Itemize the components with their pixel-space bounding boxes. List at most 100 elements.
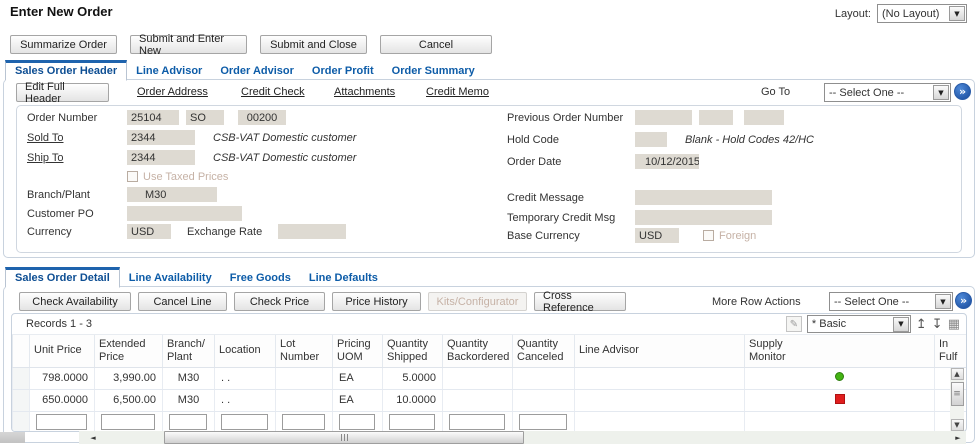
exchange-rate-field [278,224,347,239]
col-location[interactable]: Location [214,335,276,368]
sales-order-header-panel: Edit Full Header Order Address Credit Ch… [3,79,975,258]
row-select-cell[interactable] [12,411,30,431]
more-row-actions-go-icon[interactable]: » [955,292,972,309]
import-icon[interactable]: ↧ [931,316,943,332]
col-extended-price[interactable]: Extended Price [94,335,163,368]
quantity-canceled-input[interactable] [519,414,567,430]
chevron-down-icon[interactable]: ▼ [949,6,965,21]
tab-order-advisor[interactable]: Order Advisor [220,65,294,77]
entry-cell [744,411,935,431]
unit-price-input[interactable] [36,414,87,430]
row-select-header[interactable] [12,335,30,368]
grid-toolbar: Records 1 - 3 ✎ * Basic ▼ ↥ ↧ ▦ [12,314,966,335]
tab-free-goods[interactable]: Free Goods [229,272,291,284]
sold-to-label[interactable]: Sold To [27,131,64,144]
grid-format-icon[interactable]: ▦ [947,316,960,332]
scroll-down-icon[interactable]: ▼ [950,419,964,431]
scroll-left-icon[interactable]: ◄ [90,433,96,442]
submit-and-close-button[interactable]: Submit and Close [260,35,367,54]
tab-sales-order-detail[interactable]: Sales Order Detail [5,267,120,288]
credit-check-link[interactable]: Credit Check [241,86,305,98]
order-number-field: 25104 [127,110,179,125]
order-type-field: SO [186,110,224,125]
horizontal-scroll-thumb[interactable] [164,431,524,444]
col-unit-price[interactable]: Unit Price [29,335,95,368]
goto-select[interactable]: -- Select One -- ▼ [824,83,951,102]
branch-plant-label: Branch/Plant [27,188,90,201]
scroll-up-icon[interactable]: ▲ [950,368,964,380]
quantity-backordered-input[interactable] [449,414,505,430]
export-icon[interactable]: ↥ [915,316,927,332]
chevron-down-icon[interactable]: ▼ [933,85,949,100]
cell-quantity-backordered [442,389,513,412]
col-branch-plant[interactable]: Branch/ Plant [162,335,215,368]
extended-price-input[interactable] [101,414,155,430]
grid-entry-row [12,411,966,431]
more-row-actions-select[interactable]: -- Select One -- ▼ [829,292,953,311]
order-date-label: Order Date [507,155,562,168]
credit-message-label: Credit Message [507,191,585,204]
col-quantity-canceled[interactable]: Quantity Canceled [512,335,575,368]
grid-view-select[interactable]: * Basic ▼ [806,315,911,333]
cancel-button[interactable]: Cancel [380,35,492,54]
order-number-label: Order Number [27,111,98,124]
lot-number-input[interactable] [282,414,325,430]
check-availability-button[interactable]: Check Availability [19,292,131,311]
tab-line-advisor[interactable]: Line Advisor [136,65,203,77]
tab-line-defaults[interactable]: Line Defaults [308,272,378,284]
col-line-advisor[interactable]: Line Advisor [574,335,745,368]
entry-cell [574,411,745,431]
hold-code-description: Blank - Hold Codes 42/HC [685,133,815,146]
col-lot-number[interactable]: Lot Number [275,335,333,368]
pricing-uom-input[interactable] [339,414,375,430]
cell-pricing-uom: EA [332,367,383,390]
base-currency-row: Base Currency USD Foreign [507,227,756,244]
header-tab-strip: Sales Order Header Line Advisor Order Ad… [5,60,484,81]
grid-header-row: Unit Price Extended Price Branch/ Plant … [12,335,966,368]
tab-sales-order-header[interactable]: Sales Order Header [5,60,128,81]
attachments-link[interactable]: Attachments [334,86,396,98]
col-pricing-uom[interactable]: Pricing UOM [332,335,383,368]
page-title: Enter New Order [10,4,113,19]
order-address-link[interactable]: Order Address [137,86,208,98]
entry-cell [512,411,575,431]
layout-control: Layout: (No Layout) ▼ [835,4,967,23]
tab-line-availability[interactable]: Line Availability [128,272,212,284]
row-select-cell[interactable] [12,389,30,412]
summarize-order-button[interactable]: Summarize Order [10,35,117,54]
previous-order-type-field [699,110,733,125]
col-in-fulfillment[interactable]: In Fulf [934,335,966,368]
ship-to-row: Ship To 2344 CSB-VAT Domestic customer [27,149,356,166]
price-history-button[interactable]: Price History [332,292,421,311]
credit-memo-link[interactable]: Credit Memo [426,86,489,98]
goto-go-icon[interactable]: » [954,83,971,100]
quantity-shipped-input[interactable] [389,414,435,430]
vertical-scroll-thumb[interactable]: ≡ [950,382,964,406]
col-supply-monitor[interactable]: Supply Monitor [744,335,935,368]
tab-order-summary[interactable]: Order Summary [391,65,475,77]
ship-to-label[interactable]: Ship To [27,151,64,164]
layout-select[interactable]: (No Layout) ▼ [877,4,967,23]
supply-status-green-icon [835,372,844,381]
row-select-cell[interactable] [12,367,30,390]
entry-cell [214,411,276,431]
location-input[interactable] [221,414,268,430]
order-toolbar: Summarize Order Submit and Enter New Sub… [10,33,492,57]
chevron-down-icon[interactable]: ▼ [892,316,909,332]
branch-plant-input[interactable] [169,414,207,430]
col-quantity-shipped[interactable]: Quantity Shipped [382,335,443,368]
submit-and-enter-new-button[interactable]: Submit and Enter New [130,33,247,57]
col-quantity-backordered[interactable]: Quantity Backordered [442,335,513,368]
tab-order-profit[interactable]: Order Profit [311,65,374,77]
cancel-line-button[interactable]: Cancel Line [138,292,227,311]
credit-message-field [635,190,772,205]
cross-reference-button[interactable]: Cross Reference [534,290,626,314]
temporary-credit-msg-label: Temporary Credit Msg [507,211,616,224]
scroll-right-icon[interactable]: ► [955,433,961,442]
check-price-button[interactable]: Check Price [234,292,325,311]
cell-branch-plant: M30 [162,389,215,412]
exchange-rate-label: Exchange Rate [187,225,263,238]
edit-full-header-button[interactable]: Edit Full Header [16,81,109,105]
grid-view-value: * Basic [811,318,847,330]
chevron-down-icon[interactable]: ▼ [935,294,951,309]
